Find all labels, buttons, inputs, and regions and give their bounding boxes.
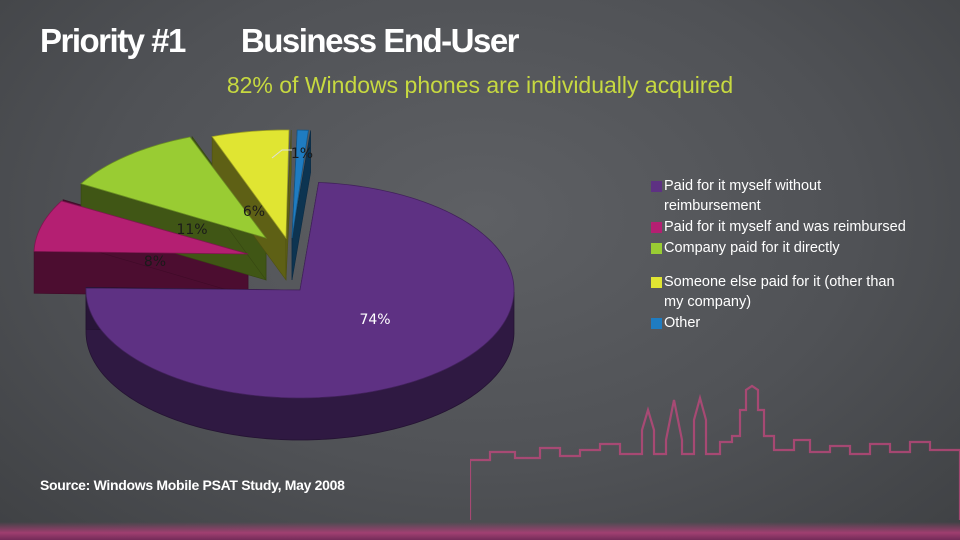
slice-top [80, 136, 268, 239]
pie-tops [33, 129, 515, 399]
legend-item-other: Other [651, 313, 911, 333]
pie-slice-4 [291, 129, 309, 239]
pct-label-3: 6% [243, 204, 265, 220]
pie-slice-3 [211, 129, 290, 240]
pie-slice-2 [80, 136, 268, 239]
chart-legend: Paid for it myself without reimbursement… [651, 176, 911, 334]
slide-subtitle: 82% of Windows phones are individually a… [226, 72, 734, 98]
legend-swatch [651, 318, 662, 329]
pct-label-2: 11% [176, 222, 207, 238]
slice-side [291, 130, 311, 281]
legend-swatch [651, 222, 662, 233]
legend-swatch [651, 181, 662, 192]
legend-label: Other [664, 315, 701, 331]
pct-leader-line [271, 149, 292, 159]
bottom-glow-bar [0, 522, 960, 540]
pct-label-0: 74% [359, 312, 390, 328]
title-priority: Priority #1 [40, 22, 186, 59]
legend-swatch [651, 243, 662, 254]
legend-item-self-paid: Paid for it myself without reimbursement [651, 176, 911, 216]
legend-label: Paid for it myself and was reimbursed [664, 219, 906, 235]
slice-top [211, 129, 290, 240]
slice-top [33, 200, 249, 255]
pct-label-1: 8% [144, 254, 166, 270]
pie-slice-0 [85, 181, 515, 399]
pie-slice-1 [33, 200, 249, 255]
source-note: Source: Windows Mobile PSAT Study, May 2… [40, 477, 345, 493]
legend-label: Paid for it myself without reimbursement [664, 178, 822, 214]
legend-item-reimbursed: Paid for it myself and was reimbursed [651, 217, 911, 237]
slide-title: Priority #1 Business End-User [40, 22, 520, 60]
slice-top [85, 181, 515, 399]
city-skyline-decoration [470, 384, 960, 520]
legend-label: Someone else paid for it (other than my … [664, 274, 895, 310]
pie-labels: 74% 8% 11% 6% 1% [144, 146, 391, 328]
legend-item-company-paid: Company paid for it directly [651, 238, 911, 258]
legend-swatch [651, 277, 662, 288]
slice-top [291, 129, 309, 239]
legend-item-someone-else: Someone else paid for it (other than my … [651, 272, 911, 312]
legend-label: Company paid for it directly [664, 240, 840, 256]
slice-side [285, 130, 292, 281]
pct-label-4: 1% [291, 146, 313, 162]
title-audience: Business End-User [240, 22, 520, 59]
